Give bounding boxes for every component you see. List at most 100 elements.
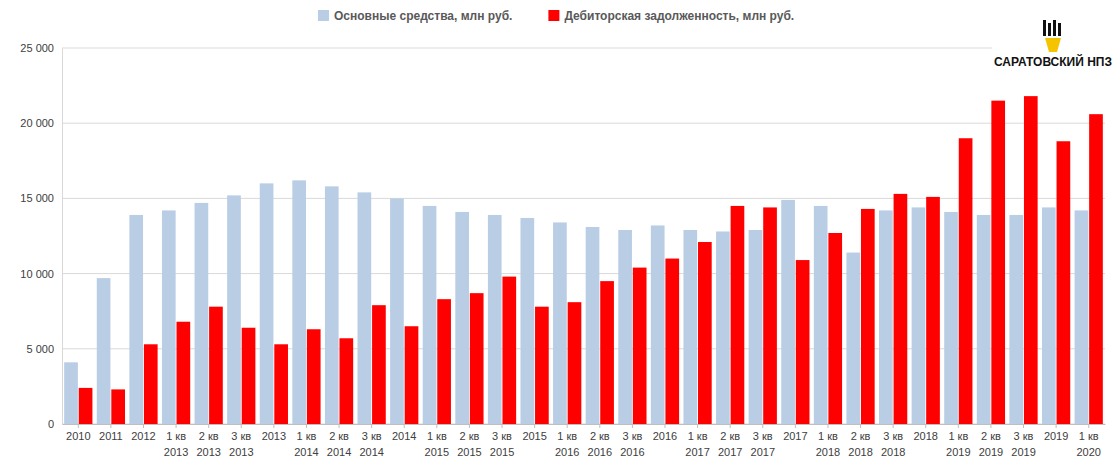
x-tick-label: 2010 bbox=[66, 430, 90, 442]
bar bbox=[227, 195, 241, 424]
x-tick-label: 3 кв2017 bbox=[751, 430, 775, 458]
x-tick-label: 2 кв2019 bbox=[979, 430, 1003, 458]
x-tick-label: 1 кв2016 bbox=[555, 430, 579, 458]
x-tick-label: 2011 bbox=[99, 430, 123, 442]
y-tick: 10 000 bbox=[20, 268, 62, 280]
x-tick: 2 кв2018 bbox=[848, 424, 872, 458]
x-tick-mark bbox=[599, 424, 600, 428]
x-tick: 2014 bbox=[392, 424, 416, 442]
x-tick-mark bbox=[795, 424, 796, 428]
x-tick-label: 1 кв2014 bbox=[294, 430, 318, 458]
bar bbox=[307, 329, 321, 424]
bars bbox=[64, 96, 1103, 424]
x-tick: 3 кв2017 bbox=[751, 424, 775, 458]
x-tick-label: 2 кв2017 bbox=[718, 430, 742, 458]
grid-line bbox=[62, 123, 1105, 124]
bar bbox=[405, 326, 419, 424]
x-tick: 2012 bbox=[131, 424, 155, 442]
bar bbox=[242, 328, 256, 424]
legend-label: Дебиторская задолженность, млн руб. bbox=[564, 9, 794, 23]
bar bbox=[177, 322, 191, 424]
x-tick-mark bbox=[143, 424, 144, 428]
bar bbox=[64, 362, 78, 424]
x-tick-mark bbox=[273, 424, 274, 428]
x-tick-mark bbox=[339, 424, 340, 428]
logo-bar bbox=[1043, 20, 1046, 36]
legend: Основные средства, млн руб. Дебиторская з… bbox=[318, 9, 794, 23]
x-tick-label: 2017 bbox=[783, 430, 807, 442]
x-tick-label: 3 кв2018 bbox=[881, 430, 905, 458]
bar bbox=[129, 215, 143, 424]
bar bbox=[162, 210, 176, 424]
x-tick-label: 3 кв2019 bbox=[1011, 430, 1035, 458]
legend-item: Дебиторская задолженность, млн руб. bbox=[548, 9, 794, 23]
x-tick: 2 кв2016 bbox=[588, 424, 612, 458]
y-axis: 05 00010 00015 00020 00025 000 bbox=[20, 42, 62, 430]
x-tick-mark bbox=[502, 424, 503, 428]
y-tick: 20 000 bbox=[20, 117, 62, 129]
x-tick-label: 2 кв2016 bbox=[588, 430, 612, 458]
x-tick-mark bbox=[110, 424, 111, 428]
logo-bar bbox=[1048, 23, 1051, 36]
x-tick-mark bbox=[860, 424, 861, 428]
x-tick-label: 2014 bbox=[392, 430, 416, 442]
x-tick-mark bbox=[241, 424, 242, 428]
bar bbox=[959, 138, 973, 424]
y-axis-line bbox=[62, 49, 63, 425]
x-tick: 2 кв2014 bbox=[327, 424, 351, 458]
y-tick-label: 0 bbox=[48, 418, 54, 430]
y-tick: 0 bbox=[48, 418, 62, 430]
x-tick: 3 кв2013 bbox=[229, 424, 253, 458]
bar bbox=[828, 233, 842, 424]
x-tick-mark bbox=[78, 424, 79, 428]
bar bbox=[944, 212, 958, 424]
x-tick-mark bbox=[730, 424, 731, 428]
bar bbox=[926, 197, 940, 424]
bar bbox=[292, 180, 306, 424]
bar bbox=[665, 259, 679, 424]
x-tick: 3 кв2015 bbox=[490, 424, 514, 458]
y-tick-label: 10 000 bbox=[20, 268, 54, 280]
legend-item: Основные средства, млн руб. bbox=[318, 9, 512, 23]
x-tick-label: 3 кв2016 bbox=[620, 430, 644, 458]
bar bbox=[488, 215, 502, 424]
bar bbox=[372, 305, 386, 424]
x-tick-mark bbox=[827, 424, 828, 428]
bar bbox=[912, 207, 926, 424]
bar bbox=[781, 200, 795, 424]
legend-swatch bbox=[548, 10, 559, 21]
x-tick-mark bbox=[990, 424, 991, 428]
y-tick-label: 5 000 bbox=[26, 343, 54, 355]
x-tick-mark bbox=[469, 424, 470, 428]
bar bbox=[1075, 210, 1089, 424]
x-tick-mark bbox=[567, 424, 568, 428]
x-tick-label: 1 кв2017 bbox=[685, 430, 709, 458]
x-tick-label: 1 кв2020 bbox=[1076, 430, 1100, 458]
bar bbox=[814, 206, 828, 424]
grid-line bbox=[62, 48, 1105, 49]
bar bbox=[144, 344, 158, 424]
x-tick-mark bbox=[371, 424, 372, 428]
bar bbox=[97, 278, 111, 424]
x-tick: 3 кв2014 bbox=[359, 424, 383, 458]
bar bbox=[195, 203, 209, 424]
bar bbox=[698, 242, 712, 424]
y-tick: 5 000 bbox=[26, 343, 62, 355]
bar bbox=[260, 183, 274, 424]
x-tick: 1 кв2017 bbox=[685, 424, 709, 458]
y-tick-label: 15 000 bbox=[20, 192, 54, 204]
bar bbox=[861, 209, 875, 424]
x-tick-mark bbox=[893, 424, 894, 428]
bar bbox=[502, 277, 516, 424]
bar bbox=[470, 293, 484, 424]
legend-swatch bbox=[318, 10, 329, 21]
x-tick: 2011 bbox=[99, 424, 123, 442]
x-tick: 2 кв2015 bbox=[457, 424, 481, 458]
x-tick-mark bbox=[697, 424, 698, 428]
x-tick-mark bbox=[1056, 424, 1057, 428]
x-tick-label: 2 кв2015 bbox=[457, 430, 481, 458]
x-tick-mark bbox=[534, 424, 535, 428]
bar bbox=[79, 388, 93, 424]
x-tick-mark bbox=[306, 424, 307, 428]
bar bbox=[749, 230, 763, 424]
